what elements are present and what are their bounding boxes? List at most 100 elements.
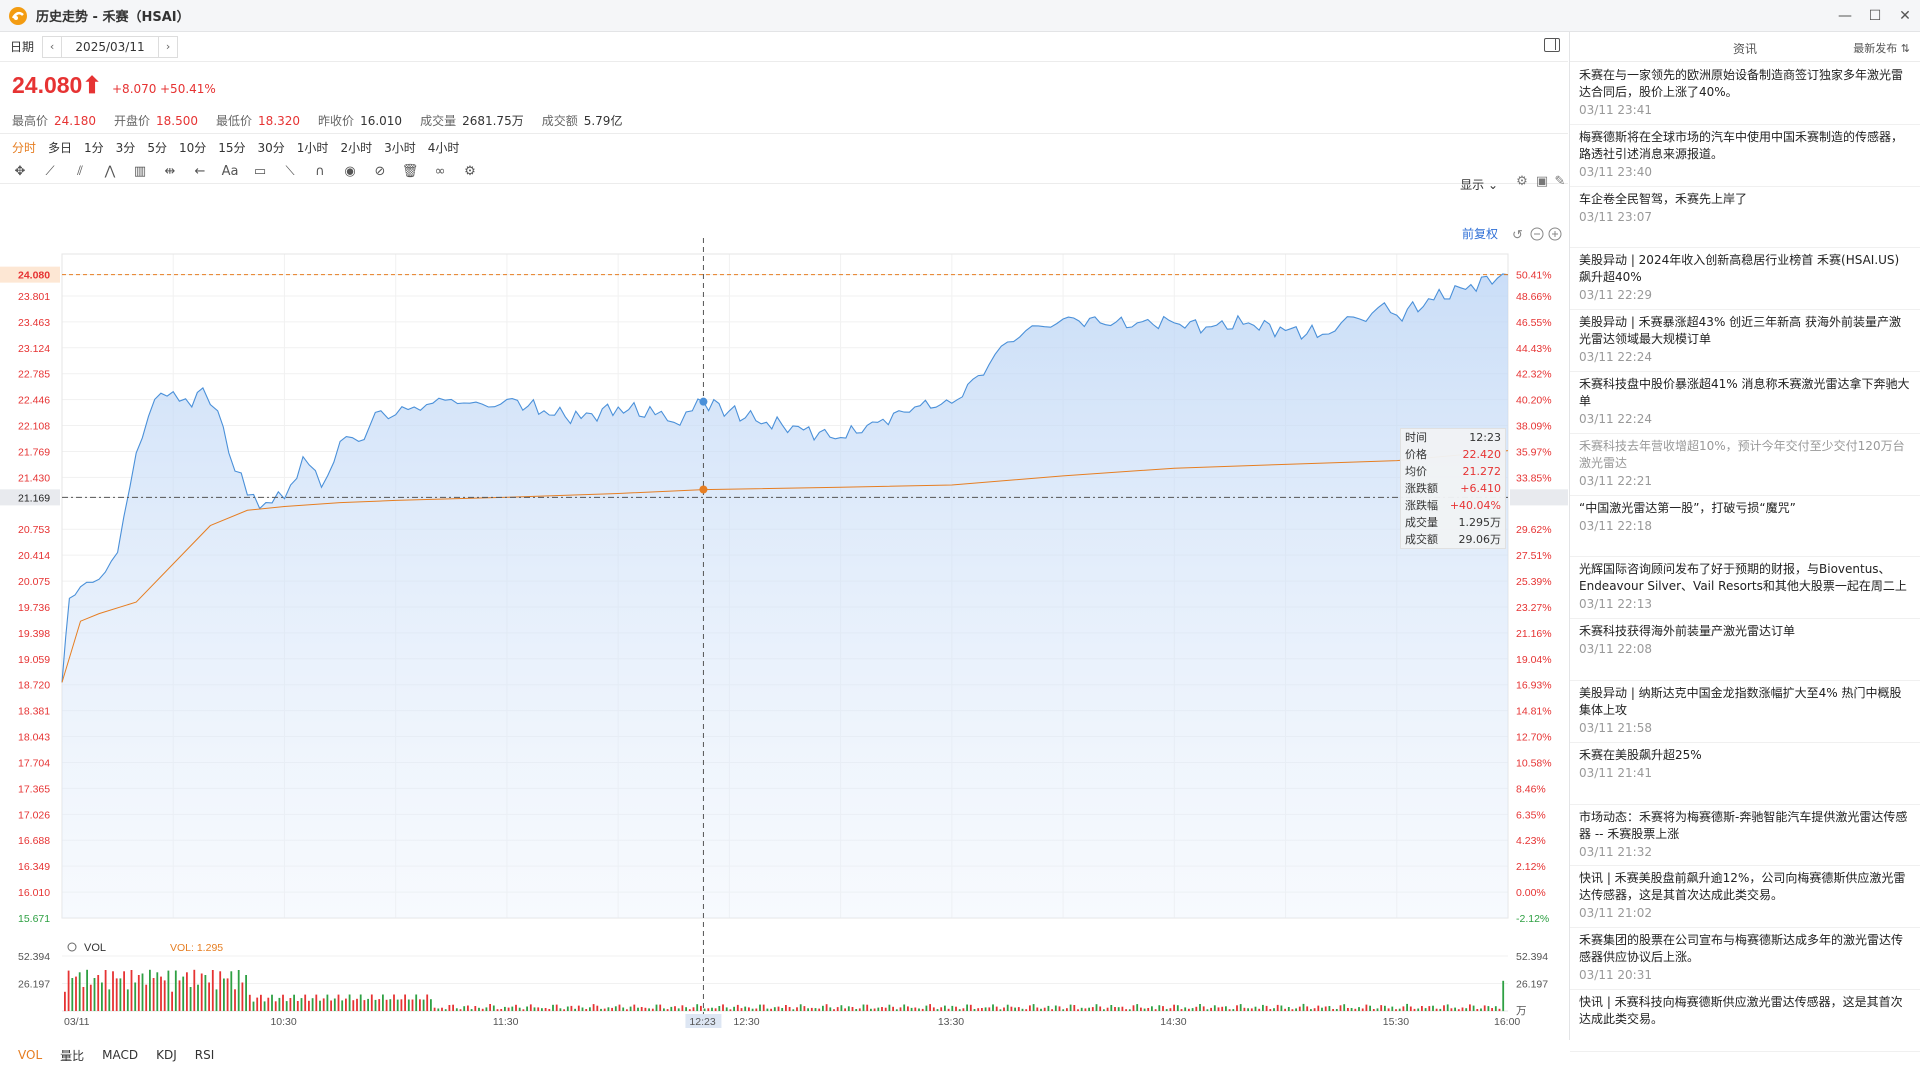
- vol-bar: [944, 1005, 946, 1011]
- vol-bar: [914, 1007, 917, 1011]
- panel-toggle-icon[interactable]: [1544, 38, 1560, 52]
- tooltip-label: 时间: [1405, 431, 1427, 444]
- minimize-button[interactable]: —: [1838, 8, 1852, 24]
- news-item[interactable]: 禾赛集团的股票在公司宣布与梅赛德斯达成多年的激光雷达传感器供应协议后上涨。 03/…: [1570, 928, 1920, 990]
- maximize-button[interactable]: ☐: [1868, 8, 1882, 24]
- link-icon[interactable]: ∞: [434, 164, 446, 179]
- tooltip-row: 成交额 29.06万: [1401, 531, 1505, 548]
- news-item[interactable]: 美股异动 | 禾赛暴涨超43% 创近三年新高 获海外前装量产激光雷达领域最大规模…: [1570, 310, 1920, 372]
- crosshair-move-icon[interactable]: ✥: [14, 164, 26, 179]
- line-tool-icon[interactable]: ⟋: [45, 164, 55, 179]
- news-item[interactable]: 车企卷全民智驾，禾赛先上岸了 03/11 23:07: [1570, 187, 1920, 249]
- adjust-mode-button[interactable]: 前复权: [1462, 226, 1498, 241]
- channel-tool-icon[interactable]: ⫽: [77, 164, 83, 179]
- period-tab[interactable]: 多日: [48, 140, 73, 155]
- vol-bar: [981, 1008, 983, 1011]
- y-tick-right: 42.32%: [1516, 369, 1552, 381]
- stat-label: 开盘价: [114, 114, 151, 128]
- news-headline[interactable]: 光辉国际咨询顾问发布了好于预期的财报，与Bioventus、Endeavour …: [1579, 562, 1907, 594]
- news-headline[interactable]: 快讯 | 禾赛美股盘前飙升逾12%，公司向梅赛德斯供应激光雷达传感器，这是其首次…: [1579, 871, 1906, 903]
- polyline-tool-icon[interactable]: ⋀: [104, 164, 116, 179]
- vol-bar: [311, 998, 314, 1011]
- comment-tool-icon[interactable]: ▭: [253, 164, 267, 179]
- pattern-tool-icon[interactable]: ▥: [133, 164, 147, 179]
- news-headline[interactable]: 美股异动 | 纳斯达克中国金龙指数涨幅扩大至4% 热门中概股集体上攻: [1579, 685, 1902, 717]
- news-item[interactable]: 禾赛科技去年营收增超10%，预计今年交付至少交付120万台激光雷达 03/11 2…: [1570, 434, 1920, 496]
- period-tab[interactable]: 1小时: [296, 140, 329, 155]
- indicator-tab[interactable]: RSI: [194, 1048, 215, 1062]
- period-tab[interactable]: 分时: [12, 140, 37, 155]
- range-tool-icon[interactable]: ⇹: [164, 164, 176, 179]
- news-headline[interactable]: 美股异动 | 2024年收入创新高稳居行业榜首 禾赛(HSAI.US)飙升超40…: [1579, 253, 1900, 285]
- news-item[interactable]: 美股异动 | 2024年收入创新高稳居行业榜首 禾赛(HSAI.US)飙升超40…: [1570, 248, 1920, 311]
- news-item[interactable]: 快讯 | 禾赛科技向梅赛德斯供应激光雷达传感器，这是其首次达成此类交易。: [1570, 990, 1920, 1052]
- pen-icon[interactable]: ✎: [1554, 174, 1566, 189]
- news-item[interactable]: 禾赛在与一家领先的欧洲原始设备制造商签订独家多年激光雷达合同后，股价上涨了40%…: [1570, 63, 1920, 125]
- news-headline[interactable]: 美股异动 | 禾赛暴涨超43% 创近三年新高 获海外前装量产激光雷达领域最大规模…: [1579, 315, 1901, 347]
- news-headline[interactable]: 市场动态：禾赛将为梅赛德斯-奔驰智能汽车提供激光雷达传感器 -- 禾赛股票上涨: [1579, 809, 1908, 841]
- arrow-tool-icon[interactable]: ←: [194, 164, 206, 179]
- news-item[interactable]: 禾赛科技盘中股价暴涨超41% 消息称禾赛激光雷达拿下奔驰大单 03/11 22:2…: [1570, 372, 1920, 434]
- vol-bar: [300, 998, 303, 1011]
- news-item[interactable]: “中国激光雷达第一股”，打破亏损“魔咒” 03/11 22:18: [1570, 496, 1920, 558]
- news-headline[interactable]: 快讯 | 禾赛科技向梅赛德斯供应激光雷达传感器，这是其首次达成此类交易。: [1579, 994, 1903, 1026]
- news-headline[interactable]: 禾赛科技盘中股价暴涨超41% 消息称禾赛激光雷达拿下奔驰大单: [1579, 376, 1910, 408]
- news-headline[interactable]: 禾赛科技去年营收增超10%，预计今年交付至少交付120万台激光雷达: [1579, 438, 1905, 470]
- vol-bar: [581, 1007, 584, 1011]
- news-item[interactable]: 禾赛在美股飙升超25% 03/11 21:41: [1570, 743, 1920, 805]
- intraday-chart[interactable]: 24.080 50.41% 23.801 48.66% 23.463 46.55% 23.1…: [0, 218, 1568, 1040]
- period-tab[interactable]: 10分: [178, 140, 207, 155]
- next-date-button[interactable]: ›: [158, 35, 179, 58]
- vol-bar: [596, 1005, 599, 1011]
- chart-area[interactable]: 24.080 50.41% 23.801 48.66% 23.463 46.55% 23.1…: [0, 218, 1568, 1040]
- date-field[interactable]: 2025/03/11: [62, 35, 159, 58]
- screenshot-icon[interactable]: ▣: [1535, 174, 1549, 189]
- news-item[interactable]: 快讯 | 禾赛美股盘前飙升逾12%，公司向梅赛德斯供应激光雷达传感器，这是其首次…: [1570, 866, 1920, 929]
- vol-bar: [600, 1008, 602, 1011]
- vol-bar: [208, 982, 210, 1011]
- display-dropdown[interactable]: 显示 ⌄: [1460, 178, 1498, 192]
- close-button[interactable]: ✕: [1899, 8, 1911, 24]
- vol-bar: [659, 1004, 662, 1011]
- text-tool-icon[interactable]: Aa: [221, 164, 239, 179]
- news-headline[interactable]: 禾赛在美股飙升超25%: [1579, 747, 1702, 762]
- news-sort-button[interactable]: 最新发布 ⇅: [1853, 42, 1910, 55]
- eye-icon[interactable]: ◉: [344, 164, 356, 179]
- vol-bar: [1254, 1006, 1257, 1011]
- hide-icon[interactable]: ⊘: [374, 164, 386, 179]
- period-tab[interactable]: 3小时: [384, 140, 416, 155]
- settings-icon[interactable]: ⚙: [464, 164, 476, 179]
- vol-bar: [1250, 1008, 1253, 1011]
- ruler-tool-icon[interactable]: ⟍: [285, 164, 295, 179]
- news-headline[interactable]: 禾赛在与一家领先的欧洲原始设备制造商签订独家多年激光雷达合同后，股价上涨了40%…: [1579, 68, 1904, 99]
- trash-icon[interactable]: 🗑: [401, 164, 419, 179]
- prev-date-button[interactable]: ‹: [42, 35, 63, 58]
- news-item[interactable]: 禾赛科技获得海外前装量产激光雷达订单 03/11 22:08: [1570, 619, 1920, 681]
- period-tab[interactable]: 1分: [84, 140, 104, 155]
- period-tab[interactable]: 15分: [218, 140, 246, 155]
- magnet-icon[interactable]: ∩: [315, 164, 325, 179]
- indicator-tab[interactable]: KDJ: [156, 1048, 177, 1062]
- indicator-tab[interactable]: MACD: [102, 1048, 139, 1062]
- news-headline[interactable]: 禾赛集团的股票在公司宣布与梅赛德斯达成多年的激光雷达传感器供应协议后上涨。: [1579, 933, 1904, 965]
- news-headline[interactable]: 车企卷全民智驾，禾赛先上岸了: [1579, 191, 1748, 206]
- news-item[interactable]: 梅赛德斯将在全球市场的汽车中使用中国禾赛制造的传感器，路透社引述消息来源报道。 0…: [1570, 125, 1920, 187]
- news-headline[interactable]: 禾赛科技获得海外前装量产激光雷达订单: [1579, 624, 1796, 639]
- news-item[interactable]: 市场动态：禾赛将为梅赛德斯-奔驰智能汽车提供激光雷达传感器 -- 禾赛股票上涨 0…: [1570, 805, 1920, 867]
- indicator-tab[interactable]: 量比: [60, 1048, 85, 1063]
- news-item[interactable]: 光辉国际咨询顾问发布了好于预期的财报，与Bioventus、Endeavour …: [1570, 557, 1920, 620]
- news-headline[interactable]: 梅赛德斯将在全球市场的汽车中使用中国禾赛制造的传感器，路透社引述消息来源报道。: [1579, 129, 1904, 161]
- period-tab[interactable]: 5分: [147, 140, 167, 155]
- indicator-tab[interactable]: VOL: [18, 1048, 43, 1062]
- period-tab[interactable]: 4小时: [427, 140, 460, 155]
- news-headline[interactable]: “中国激光雷达第一股”，打破亏损“魔咒”: [1579, 500, 1796, 515]
- news-item[interactable]: 美股异动 | 纳斯达克中国金龙指数涨幅扩大至4% 热门中概股集体上攻 03/11 …: [1570, 681, 1920, 743]
- vol-bar: [152, 978, 155, 1011]
- camera-icon[interactable]: ⚙: [1516, 174, 1528, 189]
- period-tab[interactable]: 2小时: [340, 140, 373, 155]
- vol-bar: [507, 1007, 510, 1011]
- vol-bar: [1354, 1008, 1357, 1011]
- period-tab[interactable]: 30分: [257, 140, 285, 155]
- period-tab[interactable]: 3分: [115, 140, 136, 155]
- vol-bar: [866, 1004, 869, 1011]
